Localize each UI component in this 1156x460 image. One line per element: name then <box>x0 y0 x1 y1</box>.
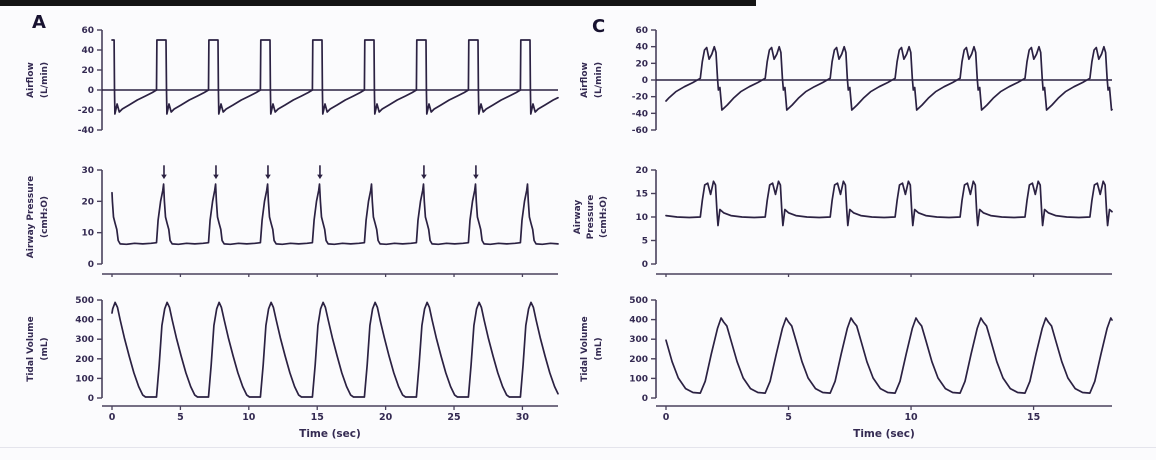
y-tick-label: 0 <box>642 260 648 270</box>
y-tick-label: 500 <box>629 296 648 306</box>
airway-pressure-plot-C: 0 5 10 15 20 Airway Pressure (cmH₂O) <box>573 166 1113 277</box>
y-tick-label: 5 <box>642 237 648 247</box>
y-tick-label: 10 <box>635 213 648 223</box>
y-tick-label: 0 <box>88 260 94 270</box>
panel-label-A: A <box>32 12 47 33</box>
y-axis-title: Airway <box>573 200 583 235</box>
x-tick-label: 15 <box>1027 412 1040 423</box>
y-tick-label: 100 <box>629 374 648 384</box>
waveform-trace <box>665 45 1113 111</box>
y-axis-title: (mL) <box>594 337 604 360</box>
down-arrow-icon <box>265 174 271 180</box>
down-arrow-icon <box>473 174 479 180</box>
down-arrow-icon <box>317 174 323 180</box>
x-axis-title: Time (sec) <box>853 428 915 440</box>
y-axis-title: (cmH₂O) <box>40 196 50 238</box>
y-tick-label: 500 <box>75 296 94 306</box>
y-tick-label: 20 <box>635 166 648 176</box>
y-tick-label: 400 <box>629 316 648 326</box>
panel-A: A -40 -20 0 20 40 60 Airflow (L/min) 0 10 20 30 Air… <box>18 12 578 460</box>
airway-pressure-plot-A: 0 10 20 30 Airway Pressure (cmH₂O) <box>26 165 559 277</box>
waveform-trace <box>665 180 1113 227</box>
y-axis-title: Airflow <box>580 62 590 98</box>
x-tick-label: 10 <box>904 412 918 423</box>
waveform-trace <box>111 301 559 398</box>
top-edge-bar <box>0 0 756 6</box>
airflow-plot-A: -40 -20 0 20 40 60 Airflow (L/min) <box>26 26 559 136</box>
y-tick-label: 300 <box>75 335 94 345</box>
y-tick-label: 0 <box>88 86 94 96</box>
x-tick-label: 15 <box>311 412 324 423</box>
x-tick-label: 20 <box>379 412 393 423</box>
x-tick-label: 25 <box>447 412 460 423</box>
y-axis-title: (L/min) <box>594 62 604 98</box>
y-tick-label: -20 <box>632 93 648 103</box>
y-tick-label: 0 <box>642 394 648 404</box>
airflow-plot-C: -60 -40 -20 0 20 40 60 Airflow (L/min) <box>580 26 1113 136</box>
y-axis-title: (cmH₂O) <box>599 196 609 238</box>
y-tick-label: 60 <box>81 26 94 36</box>
y-tick-label: -40 <box>632 109 648 119</box>
y-tick-label: 200 <box>75 355 94 365</box>
y-tick-label: 20 <box>81 197 94 207</box>
panel-label-C: C <box>592 16 607 37</box>
waveform-trace <box>111 39 559 115</box>
y-tick-label: 0 <box>88 394 94 404</box>
x-tick-label: 0 <box>109 412 116 423</box>
x-tick-label: 0 <box>663 412 670 423</box>
y-tick-label: 0 <box>642 76 648 86</box>
waveform-trace <box>111 183 559 246</box>
y-tick-label: 300 <box>629 335 648 345</box>
y-tick-label: -40 <box>78 126 94 136</box>
y-axis-title: Tidal Volume <box>26 316 36 382</box>
y-axis-title: Tidal Volume <box>580 316 590 382</box>
x-tick-label: 30 <box>516 412 530 423</box>
y-axis-title: Airway Pressure <box>26 176 36 258</box>
y-axis-title: Pressure <box>586 195 596 240</box>
y-tick-label: 20 <box>81 66 94 76</box>
down-arrow-icon <box>421 174 427 180</box>
tidal-volume-plot-C: 0 100 200 300 400 500 Tidal Volume (mL) 0 5 10 15 Ti… <box>580 296 1113 440</box>
x-tick-label: 10 <box>242 412 256 423</box>
down-arrow-icon <box>213 174 219 180</box>
panel-C: C -60 -40 -20 0 20 40 60 Airflow (L/min) 0 5 10 15 2… <box>572 12 1132 460</box>
y-tick-label: 400 <box>75 316 94 326</box>
y-axis-title: Airflow <box>26 62 36 98</box>
down-arrow-icon <box>161 174 167 180</box>
y-tick-label: 20 <box>635 59 648 69</box>
y-tick-label: 60 <box>635 26 648 36</box>
bottom-edge-line <box>0 447 1156 448</box>
y-tick-label: 40 <box>81 46 94 56</box>
y-axis-title: (mL) <box>40 337 50 360</box>
y-tick-label: -20 <box>78 106 94 116</box>
waveform-trace <box>665 317 1113 394</box>
x-tick-label: 5 <box>177 412 184 423</box>
y-tick-label: 100 <box>75 374 94 384</box>
y-axis-title: (L/min) <box>40 62 50 98</box>
y-tick-label: -60 <box>632 126 648 136</box>
y-tick-label: 10 <box>81 229 94 239</box>
y-tick-label: 40 <box>635 43 648 53</box>
y-tick-label: 15 <box>635 190 648 200</box>
y-tick-label: 200 <box>629 355 648 365</box>
x-tick-label: 5 <box>785 412 792 423</box>
x-axis-title: Time (sec) <box>299 428 361 440</box>
y-tick-label: 30 <box>81 166 94 176</box>
tidal-volume-plot-A: 0 100 200 300 400 500 Tidal Volume (mL) 0 5 10 15 20… <box>26 296 559 440</box>
